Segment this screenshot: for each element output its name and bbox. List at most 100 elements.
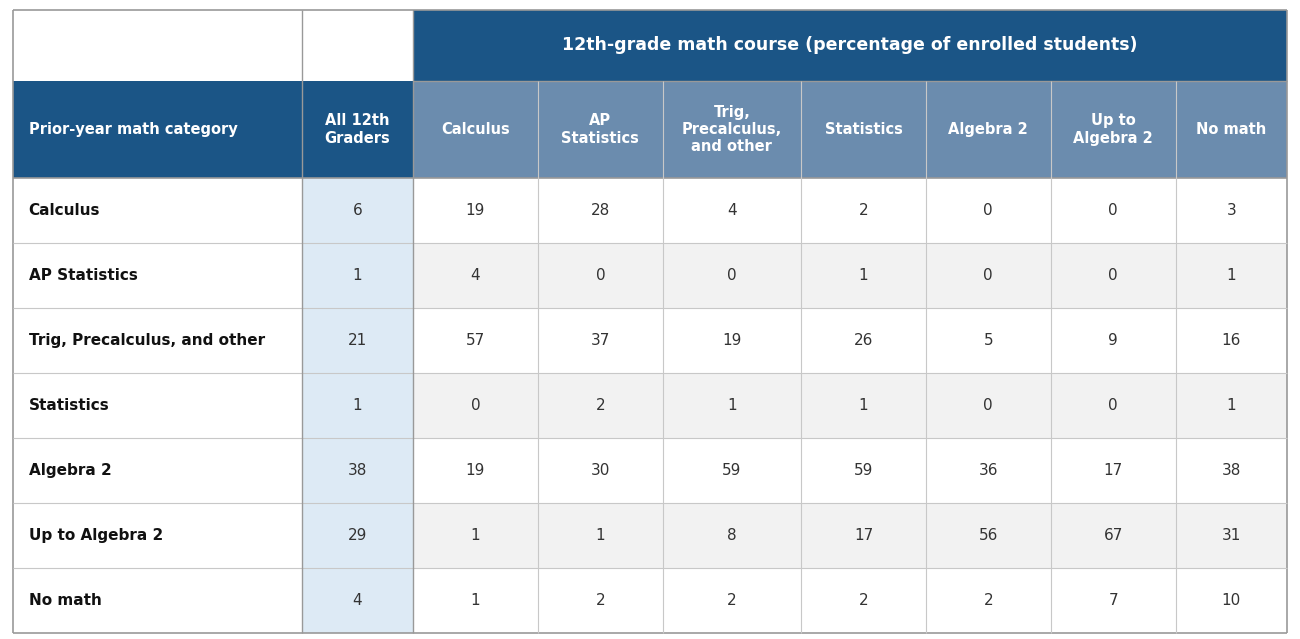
Text: 0: 0	[471, 397, 480, 413]
Text: 6: 6	[352, 203, 363, 218]
Bar	[663, 503, 801, 567]
Bar	[801, 243, 926, 308]
Text: 0: 0	[727, 268, 737, 283]
Text: 2: 2	[595, 592, 604, 608]
Text: 2: 2	[984, 592, 993, 608]
Bar	[926, 81, 1050, 178]
Text: 0: 0	[984, 203, 993, 218]
Text: Calculus: Calculus	[441, 122, 510, 137]
Text: 2: 2	[727, 592, 737, 608]
Bar	[801, 438, 926, 503]
Text: 30: 30	[590, 463, 610, 478]
Bar	[413, 81, 538, 178]
Bar	[663, 438, 801, 503]
Text: 2: 2	[858, 203, 868, 218]
Text: 1: 1	[858, 397, 868, 413]
Text: 28: 28	[590, 203, 610, 218]
Text: 21: 21	[347, 333, 367, 348]
Bar	[1175, 81, 1287, 178]
Text: 9: 9	[1109, 333, 1118, 348]
Bar	[13, 178, 302, 243]
Bar	[302, 243, 413, 308]
Bar	[538, 178, 663, 243]
Text: AP
Statistics: AP Statistics	[562, 113, 640, 146]
Bar	[1050, 243, 1175, 308]
Text: Trig, Precalculus, and other: Trig, Precalculus, and other	[29, 333, 265, 348]
Bar	[302, 438, 413, 503]
Text: Algebra 2: Algebra 2	[949, 122, 1028, 137]
Text: 5: 5	[984, 333, 993, 348]
Text: 1: 1	[352, 397, 363, 413]
Text: Statistics: Statistics	[824, 122, 902, 137]
Bar	[413, 10, 1287, 81]
Text: 0: 0	[1109, 203, 1118, 218]
Text: No math: No math	[29, 592, 101, 608]
Bar	[538, 373, 663, 438]
Bar	[413, 178, 538, 243]
Bar	[538, 243, 663, 308]
Bar	[663, 373, 801, 438]
Bar	[302, 373, 413, 438]
Bar	[926, 503, 1050, 567]
Bar	[13, 308, 302, 373]
Bar	[801, 81, 926, 178]
Bar	[1175, 243, 1287, 308]
Bar	[413, 308, 538, 373]
Text: Algebra 2: Algebra 2	[29, 463, 112, 478]
Text: 3: 3	[1226, 203, 1236, 218]
Bar	[1050, 438, 1175, 503]
Text: Up to
Algebra 2: Up to Algebra 2	[1074, 113, 1153, 146]
Bar	[302, 503, 413, 567]
Text: 4: 4	[352, 592, 363, 608]
Bar	[302, 81, 413, 178]
Text: 1: 1	[471, 592, 480, 608]
Bar	[13, 503, 302, 567]
Bar	[926, 438, 1050, 503]
Text: Calculus: Calculus	[29, 203, 100, 218]
Bar	[13, 243, 302, 308]
Text: 2: 2	[858, 592, 868, 608]
Bar	[663, 81, 801, 178]
Bar	[302, 178, 413, 243]
Text: 1: 1	[858, 268, 868, 283]
Bar	[663, 308, 801, 373]
Text: 1: 1	[352, 268, 363, 283]
Bar	[926, 243, 1050, 308]
Bar	[1050, 373, 1175, 438]
Bar	[1050, 308, 1175, 373]
Text: 36: 36	[979, 463, 998, 478]
Text: 17: 17	[854, 528, 874, 543]
Text: 16: 16	[1222, 333, 1242, 348]
Text: 19: 19	[723, 333, 741, 348]
Bar	[1050, 178, 1175, 243]
Text: 0: 0	[1109, 268, 1118, 283]
Bar	[926, 567, 1050, 633]
Bar	[801, 178, 926, 243]
Text: 7: 7	[1109, 592, 1118, 608]
Text: 38: 38	[347, 463, 367, 478]
Text: 37: 37	[590, 333, 610, 348]
Bar	[1175, 178, 1287, 243]
Text: 0: 0	[984, 268, 993, 283]
Text: 59: 59	[723, 463, 741, 478]
Text: Statistics: Statistics	[29, 397, 109, 413]
Bar	[801, 503, 926, 567]
Bar	[13, 438, 302, 503]
Bar	[13, 10, 302, 81]
Bar	[663, 567, 801, 633]
Text: 38: 38	[1222, 463, 1242, 478]
Text: 4: 4	[727, 203, 737, 218]
Text: Prior-year math category: Prior-year math category	[29, 122, 238, 137]
Text: 29: 29	[347, 528, 367, 543]
Text: 12th-grade math course (percentage of enrolled students): 12th-grade math course (percentage of en…	[563, 36, 1138, 54]
Bar	[801, 567, 926, 633]
Bar	[1175, 567, 1287, 633]
Bar	[13, 373, 302, 438]
Bar	[538, 503, 663, 567]
Text: 26: 26	[854, 333, 874, 348]
Bar	[1175, 308, 1287, 373]
Bar	[663, 178, 801, 243]
Text: 1: 1	[471, 528, 480, 543]
Bar	[801, 373, 926, 438]
Bar	[13, 567, 302, 633]
